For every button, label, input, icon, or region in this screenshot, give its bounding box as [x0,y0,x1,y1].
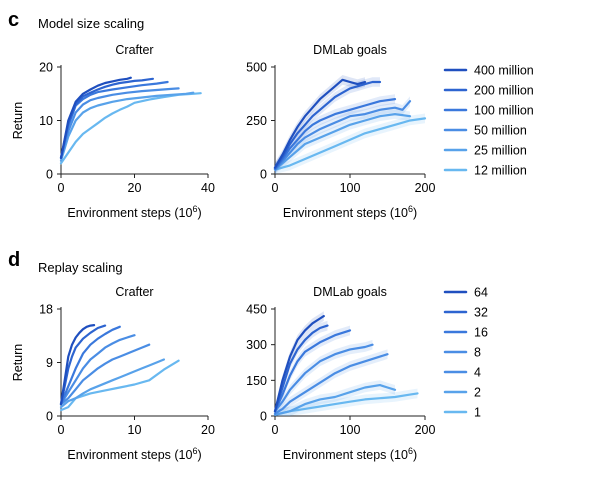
panel-letter-d: d [8,249,20,271]
legend-label: 1 [474,406,481,420]
legend-label: 50 million [474,124,527,138]
series-line [273,324,329,413]
legend-label: 8 [474,346,481,360]
chart-d-dmlab: DMLab goals 0 150 300 450 0 100 200 Environment … [246,285,435,462]
x-axis-label: Environment steps (106) [67,446,201,462]
y-axis-label: Return [11,344,25,382]
series-line [59,334,136,406]
legend-label: 400 million [474,64,534,78]
chart-c-dmlab: DMLab goals 0 250 500 0 100 200 Environment ste… [246,43,435,220]
x-tick-label: 20 [201,423,215,437]
panel-letter-c: c [8,9,19,31]
x-tick-label: 0 [272,423,279,437]
y-tick-label: 18 [39,303,53,317]
y-tick-label: 150 [246,374,267,388]
y-tick-label: 0 [46,410,53,424]
series-band [275,77,380,173]
series-line [59,343,151,406]
y-tick-label: 500 [246,61,267,75]
series-line [273,98,397,170]
series-band [275,311,324,416]
series-band [275,380,395,416]
panel-title-d: Replay scaling [38,260,123,275]
series-line [59,76,132,159]
x-tick-label: 20 [128,181,142,195]
y-tick-label: 0 [260,410,267,424]
y-tick-label: 9 [46,356,53,370]
x-tick-label: 0 [58,423,65,437]
chart-title: DMLab goals [313,285,387,299]
series-band [275,109,410,174]
series-line [59,92,202,165]
legend-label: 12 million [474,164,527,178]
series-line [59,325,121,406]
series-line [273,113,412,171]
series-band [275,349,388,416]
series-line [273,80,382,169]
series-band [275,113,425,174]
series-band [275,96,410,174]
series-line [59,77,154,159]
series-line [273,353,389,415]
legend-model-size: 400 million 200 million 100 million 50 mill… [443,64,534,178]
x-tick-label: 200 [415,423,436,437]
series-line [273,384,397,416]
series-line [59,359,180,412]
legend-label: 25 million [474,144,527,158]
series-line [273,343,374,413]
series-line [59,324,96,406]
x-tick-label: 100 [340,181,361,195]
legend-replay: 64 32 16 8 4 2 1 [443,286,488,420]
x-tick-label: 40 [201,181,215,195]
x-tick-label: 200 [415,181,436,195]
series-line [59,91,195,162]
x-tick-label: 0 [272,181,279,195]
x-tick-label: 100 [340,423,361,437]
x-axis-label: Environment steps (106) [283,204,417,220]
y-tick-label: 450 [246,303,267,317]
series-line [273,315,325,413]
y-tick-label: 250 [246,114,267,128]
series-band [275,325,350,416]
y-axis-label: Return [11,102,25,140]
legend-label: 200 million [474,84,534,98]
legend-label: 16 [474,326,488,340]
series-line [273,392,419,416]
legend-label: 4 [474,366,481,380]
y-tick-label: 300 [246,338,267,352]
series-line [273,100,412,170]
legend-label: 32 [474,306,488,320]
y-tick-label: 0 [260,168,267,182]
chart-title: Crafter [115,285,153,299]
series-line [59,358,165,409]
x-tick-label: 0 [58,181,65,195]
panel-title-c: Model size scaling [38,16,144,31]
series-line [273,117,427,171]
y-tick-label: 0 [46,168,53,182]
series-line [59,87,180,159]
x-axis-label: Environment steps (106) [283,446,417,462]
legend-label: 100 million [474,104,534,118]
series-band [275,320,328,416]
x-tick-label: 10 [128,423,142,437]
series-line [59,324,107,406]
x-axis-label: Environment steps (106) [67,204,201,220]
y-tick-label: 10 [39,114,53,128]
series-line [273,78,367,169]
legend-label: 2 [474,386,481,400]
chart-title: DMLab goals [313,43,387,57]
chart-title: Crafter [115,43,153,57]
series-line [273,329,352,413]
y-tick-label: 20 [39,61,53,75]
series-band [275,94,395,174]
legend-label: 64 [474,286,488,300]
